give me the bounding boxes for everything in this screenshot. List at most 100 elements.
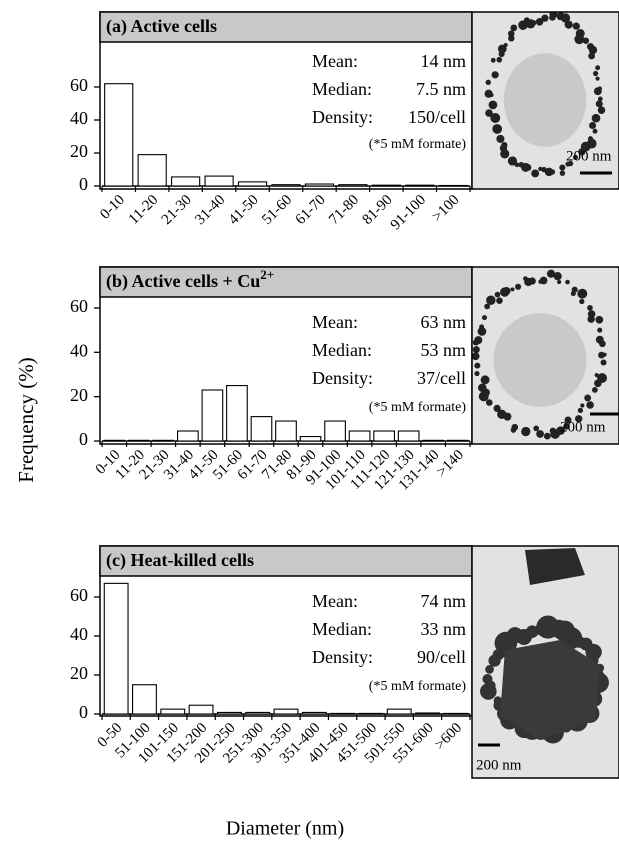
particle bbox=[541, 166, 547, 173]
panel-title-text: (a) Active cells bbox=[106, 16, 217, 37]
particle bbox=[481, 315, 488, 321]
y-tick-label: 40 bbox=[70, 108, 88, 128]
particle bbox=[595, 65, 601, 71]
bar bbox=[177, 430, 199, 442]
stat-label: Mean: bbox=[312, 51, 358, 71]
bar bbox=[371, 184, 401, 187]
particle bbox=[479, 324, 485, 330]
particle bbox=[533, 425, 540, 432]
bar bbox=[271, 184, 301, 187]
particle bbox=[588, 45, 598, 55]
stat-value: 33 nm bbox=[420, 619, 466, 639]
particle bbox=[563, 422, 570, 430]
particle bbox=[541, 14, 549, 22]
bar bbox=[358, 712, 384, 715]
micrograph bbox=[472, 546, 619, 778]
particle bbox=[549, 427, 556, 434]
particle bbox=[518, 161, 525, 168]
particle bbox=[595, 100, 603, 108]
note: (*5 mM formate) bbox=[369, 137, 467, 152]
particle bbox=[477, 383, 487, 393]
panel-title: (c) Heat-killed cells bbox=[106, 550, 254, 571]
particle bbox=[486, 399, 493, 406]
particle bbox=[560, 13, 571, 23]
particle bbox=[490, 112, 501, 123]
bar bbox=[237, 181, 268, 187]
bar bbox=[226, 385, 248, 442]
particle bbox=[497, 409, 507, 419]
stat-label: Density: bbox=[312, 368, 373, 388]
particle bbox=[597, 327, 603, 333]
particle bbox=[587, 305, 593, 311]
particle bbox=[559, 170, 566, 176]
x-tick-label: 31-40 bbox=[192, 192, 228, 228]
particle bbox=[559, 164, 566, 171]
particle bbox=[595, 76, 600, 81]
particle bbox=[472, 352, 480, 361]
particle bbox=[491, 71, 499, 79]
particle bbox=[597, 106, 606, 114]
y-tick-label: 0 bbox=[79, 174, 88, 194]
bar bbox=[171, 176, 201, 187]
particle bbox=[539, 276, 548, 285]
y-tick-label: 60 bbox=[70, 585, 88, 605]
x-tick-label: 51-60 bbox=[259, 192, 295, 228]
particle bbox=[496, 134, 505, 143]
bar bbox=[324, 420, 346, 442]
title-bar bbox=[99, 11, 473, 43]
particle bbox=[484, 303, 491, 310]
particle bbox=[474, 336, 483, 345]
particle bbox=[564, 20, 573, 29]
micrograph-frame bbox=[471, 545, 619, 779]
particle bbox=[565, 279, 570, 285]
particle bbox=[578, 148, 586, 156]
particle bbox=[577, 407, 584, 414]
particle bbox=[485, 79, 491, 86]
stat-label: Median: bbox=[312, 619, 372, 639]
bar bbox=[152, 439, 175, 442]
stat-label: Density: bbox=[312, 647, 373, 667]
particle bbox=[492, 124, 501, 132]
stat-value: 14 nm bbox=[420, 51, 466, 71]
bar bbox=[104, 83, 134, 187]
stat-value: 7.5 nm bbox=[416, 79, 466, 99]
particle bbox=[474, 370, 480, 377]
cell-interior bbox=[493, 313, 587, 407]
bar bbox=[415, 712, 440, 715]
panel-title: (b) Active cells + Cu2+ bbox=[106, 267, 274, 292]
particle bbox=[535, 18, 544, 26]
particle bbox=[528, 277, 536, 285]
scale-bar-label: 200 nm bbox=[476, 757, 522, 773]
particle bbox=[557, 279, 562, 285]
stat-value: 53 nm bbox=[420, 340, 466, 360]
stat-label: Mean: bbox=[312, 312, 358, 332]
particle bbox=[497, 44, 507, 54]
bar bbox=[127, 439, 150, 442]
particle bbox=[494, 291, 501, 298]
particle bbox=[592, 70, 599, 77]
aggregate bbox=[500, 640, 600, 740]
particle bbox=[584, 394, 592, 402]
stat-value: 90/cell bbox=[417, 647, 466, 667]
particle bbox=[565, 161, 571, 167]
particle bbox=[480, 375, 490, 385]
cell-interior bbox=[503, 53, 587, 147]
particle bbox=[510, 24, 518, 32]
bar bbox=[188, 704, 214, 715]
stat-label: Density: bbox=[312, 107, 373, 127]
y-tick-label: 20 bbox=[70, 663, 88, 683]
particle bbox=[510, 427, 517, 433]
bar bbox=[304, 183, 335, 187]
particle bbox=[570, 291, 576, 297]
stat-value: 37/cell bbox=[417, 368, 466, 388]
particle bbox=[484, 89, 493, 98]
particle bbox=[595, 315, 604, 324]
bar bbox=[405, 184, 435, 187]
scale-bar-label: 200 nm bbox=[560, 419, 606, 435]
particle bbox=[503, 42, 508, 47]
stat-value: 63 nm bbox=[420, 312, 466, 332]
particle bbox=[572, 154, 579, 160]
particle bbox=[553, 272, 562, 281]
